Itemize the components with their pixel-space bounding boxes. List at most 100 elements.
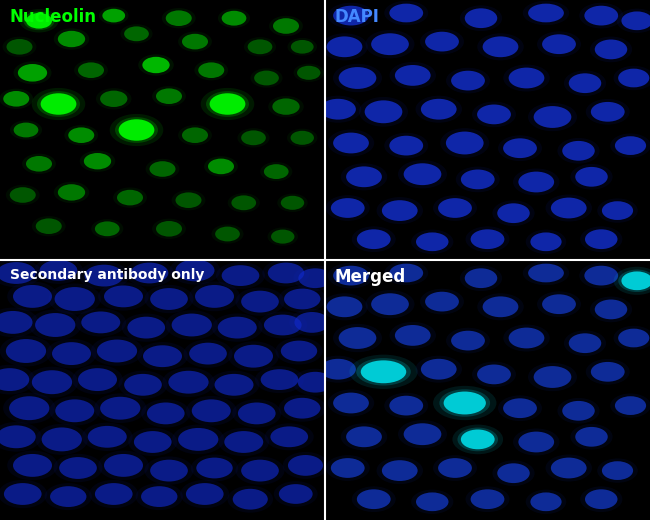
Ellipse shape (95, 483, 133, 505)
Ellipse shape (20, 9, 58, 32)
Ellipse shape (88, 426, 127, 448)
Ellipse shape (98, 282, 149, 310)
Ellipse shape (584, 266, 618, 285)
Ellipse shape (46, 339, 97, 369)
Ellipse shape (264, 315, 302, 335)
Ellipse shape (433, 195, 477, 221)
Ellipse shape (333, 266, 369, 285)
Ellipse shape (477, 105, 511, 124)
Ellipse shape (94, 393, 146, 423)
Ellipse shape (216, 262, 265, 289)
Ellipse shape (186, 396, 237, 426)
Ellipse shape (320, 99, 356, 120)
Ellipse shape (398, 160, 447, 188)
Ellipse shape (289, 309, 335, 336)
Ellipse shape (326, 455, 370, 481)
Ellipse shape (0, 335, 52, 367)
Ellipse shape (279, 395, 326, 422)
Ellipse shape (178, 125, 212, 145)
Ellipse shape (209, 93, 245, 115)
Ellipse shape (80, 151, 115, 172)
Ellipse shape (99, 7, 129, 24)
Ellipse shape (176, 259, 214, 281)
Ellipse shape (503, 324, 550, 352)
Ellipse shape (228, 341, 279, 371)
Ellipse shape (162, 8, 196, 29)
Ellipse shape (136, 483, 183, 510)
Ellipse shape (446, 132, 484, 154)
Ellipse shape (6, 339, 46, 363)
Ellipse shape (204, 156, 238, 176)
Ellipse shape (75, 308, 126, 336)
Ellipse shape (477, 33, 524, 60)
Ellipse shape (357, 229, 391, 249)
Ellipse shape (315, 356, 361, 383)
Ellipse shape (10, 120, 42, 140)
Ellipse shape (270, 426, 308, 447)
Ellipse shape (433, 386, 497, 420)
Ellipse shape (575, 427, 608, 447)
Ellipse shape (571, 164, 612, 190)
Ellipse shape (0, 88, 33, 109)
Ellipse shape (222, 11, 246, 25)
Ellipse shape (208, 159, 234, 174)
Ellipse shape (143, 345, 182, 367)
Text: Nucleolin: Nucleolin (10, 8, 97, 26)
Ellipse shape (268, 263, 304, 283)
Ellipse shape (0, 365, 35, 395)
Ellipse shape (127, 317, 165, 339)
Ellipse shape (389, 396, 423, 415)
Ellipse shape (389, 264, 423, 282)
Ellipse shape (284, 289, 320, 309)
Ellipse shape (281, 196, 304, 210)
Ellipse shape (189, 281, 240, 311)
Ellipse shape (545, 454, 592, 482)
Ellipse shape (81, 311, 120, 333)
Ellipse shape (597, 459, 638, 483)
Ellipse shape (215, 227, 240, 241)
Ellipse shape (389, 4, 423, 22)
Ellipse shape (233, 489, 268, 510)
Ellipse shape (586, 359, 630, 385)
Ellipse shape (237, 128, 270, 148)
Ellipse shape (404, 423, 441, 445)
Ellipse shape (32, 88, 85, 120)
Ellipse shape (597, 199, 638, 223)
Ellipse shape (321, 33, 368, 60)
Ellipse shape (235, 288, 285, 316)
Ellipse shape (326, 195, 370, 221)
Ellipse shape (443, 392, 486, 414)
Ellipse shape (241, 291, 279, 313)
Ellipse shape (49, 283, 101, 315)
Ellipse shape (37, 91, 80, 117)
Ellipse shape (113, 188, 147, 207)
Ellipse shape (460, 265, 502, 291)
Ellipse shape (328, 389, 374, 417)
Ellipse shape (13, 285, 52, 308)
Ellipse shape (182, 34, 208, 49)
Ellipse shape (591, 362, 625, 382)
Ellipse shape (91, 219, 124, 239)
Ellipse shape (248, 40, 272, 54)
Ellipse shape (451, 71, 485, 90)
Ellipse shape (585, 229, 618, 249)
Ellipse shape (610, 134, 650, 158)
Ellipse shape (551, 458, 586, 478)
Ellipse shape (346, 426, 382, 447)
Ellipse shape (579, 3, 623, 29)
Ellipse shape (528, 363, 577, 391)
Ellipse shape (26, 367, 78, 398)
Ellipse shape (125, 259, 174, 287)
Ellipse shape (283, 452, 328, 479)
Ellipse shape (36, 218, 62, 234)
Ellipse shape (415, 96, 462, 123)
Ellipse shape (534, 366, 571, 388)
Ellipse shape (425, 292, 459, 311)
Ellipse shape (356, 358, 411, 385)
Ellipse shape (198, 62, 224, 78)
Ellipse shape (452, 424, 503, 454)
Ellipse shape (438, 198, 472, 218)
Ellipse shape (115, 117, 158, 143)
Ellipse shape (617, 9, 650, 33)
Ellipse shape (269, 16, 303, 36)
